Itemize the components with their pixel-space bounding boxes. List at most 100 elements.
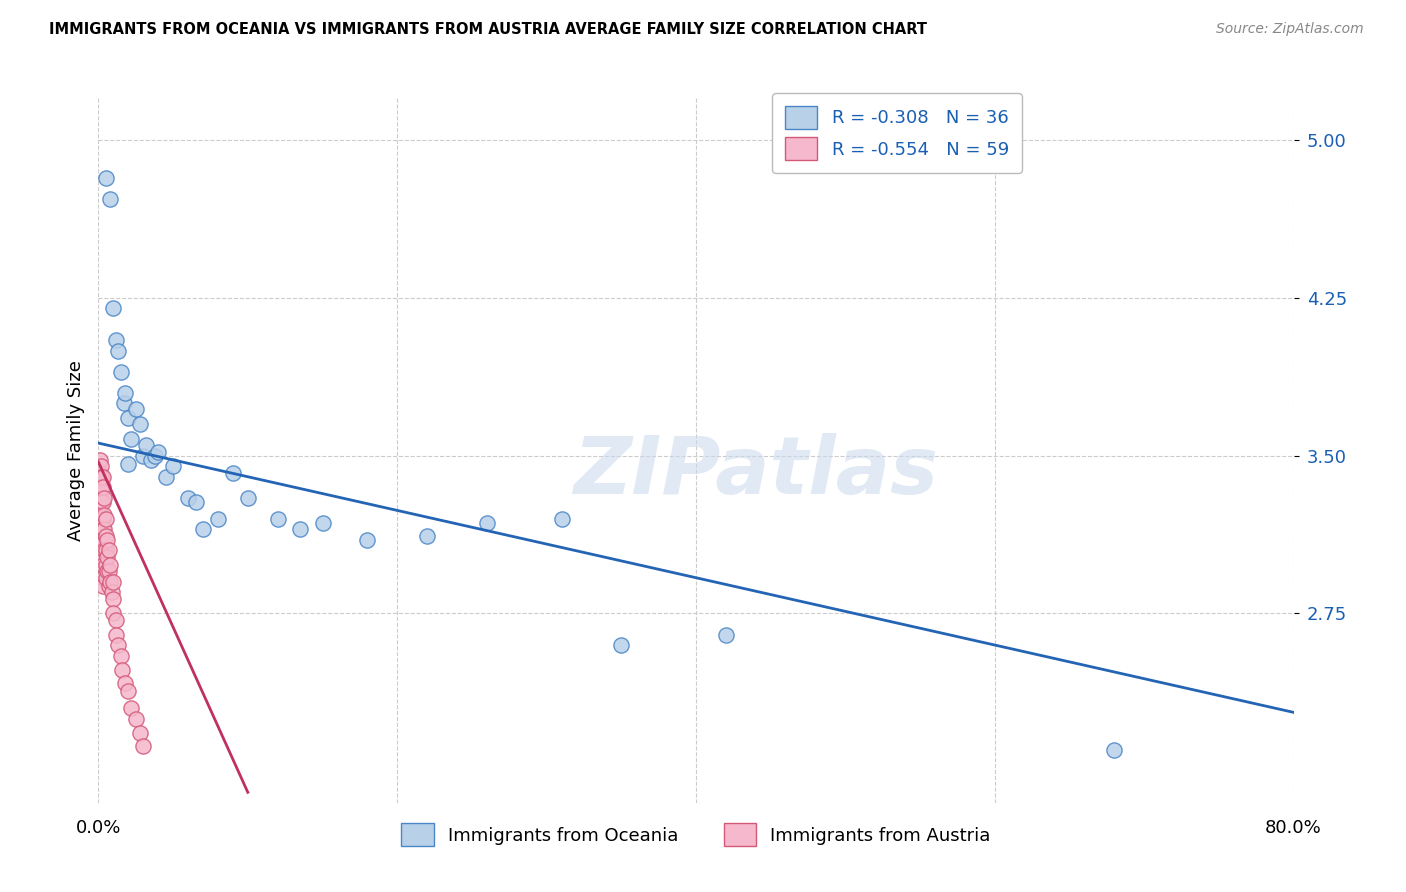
Point: [89, 466, 111, 480]
Point: [111, 663, 134, 677]
Point: [90, 537, 112, 551]
Point: [93, 543, 115, 558]
Point: [91, 537, 114, 551]
Point: [89, 486, 111, 500]
Point: [91, 480, 114, 494]
Point: [143, 449, 166, 463]
Point: [97, 579, 120, 593]
Point: [91, 495, 114, 509]
Point: [105, 613, 128, 627]
Point: [96, 565, 118, 579]
Point: [89, 522, 111, 536]
Point: [98, 558, 122, 573]
Point: [91, 549, 114, 564]
Point: [550, 512, 572, 526]
Point: [103, 574, 125, 589]
Point: [90, 495, 112, 509]
Point: [311, 516, 333, 530]
Text: Source: ZipAtlas.com: Source: ZipAtlas.com: [1216, 22, 1364, 37]
Point: [107, 343, 129, 358]
Point: [267, 512, 290, 526]
Point: [94, 571, 117, 585]
Point: [90, 549, 112, 564]
Point: [105, 333, 128, 347]
Point: [90, 529, 112, 543]
Point: [93, 522, 115, 536]
Point: [222, 466, 245, 480]
Point: [89, 474, 111, 488]
Point: [125, 402, 148, 417]
Point: [110, 648, 132, 663]
Point: [105, 627, 128, 641]
Point: [148, 444, 170, 458]
Point: [288, 522, 311, 536]
Point: [1104, 743, 1126, 757]
Point: [89, 533, 111, 547]
Point: [107, 638, 129, 652]
Point: [184, 495, 207, 509]
Point: [98, 192, 122, 206]
Point: [89, 495, 111, 509]
Point: [96, 549, 118, 564]
Point: [89, 453, 111, 467]
Point: [91, 558, 114, 573]
Point: [125, 712, 148, 726]
Point: [101, 585, 124, 599]
Point: [155, 469, 177, 483]
Point: [91, 571, 114, 585]
Point: [416, 529, 439, 543]
Point: [94, 512, 117, 526]
Point: [610, 638, 633, 652]
Point: [120, 432, 142, 446]
Point: [162, 459, 184, 474]
Point: [97, 543, 120, 558]
Point: [117, 457, 139, 471]
Point: [96, 533, 118, 547]
Point: [135, 438, 157, 452]
Point: [207, 512, 229, 526]
Point: [177, 491, 200, 505]
Point: [90, 480, 112, 494]
Point: [129, 726, 152, 740]
Point: [132, 449, 155, 463]
Point: [191, 522, 214, 536]
Point: [94, 529, 117, 543]
Point: [90, 516, 112, 530]
Point: [90, 469, 112, 483]
Point: [103, 301, 125, 316]
Point: [117, 684, 139, 698]
Point: [94, 558, 117, 573]
Point: [356, 533, 378, 547]
Y-axis label: Average Family Size: Average Family Size: [66, 360, 84, 541]
Point: [91, 512, 114, 526]
Point: [97, 565, 120, 579]
Point: [114, 385, 136, 400]
Point: [714, 627, 737, 641]
Point: [132, 739, 155, 753]
Point: [117, 410, 139, 425]
Point: [103, 607, 125, 621]
Point: [89, 512, 111, 526]
Text: ZIPatlas: ZIPatlas: [574, 433, 938, 510]
Text: IMMIGRANTS FROM OCEANIA VS IMMIGRANTS FROM AUSTRIA AVERAGE FAMILY SIZE CORRELATI: IMMIGRANTS FROM OCEANIA VS IMMIGRANTS FR…: [49, 22, 927, 37]
Point: [91, 522, 114, 536]
Point: [139, 453, 162, 467]
Point: [98, 574, 122, 589]
Point: [129, 417, 152, 432]
Point: [236, 491, 259, 505]
Point: [93, 508, 115, 522]
Point: [90, 459, 112, 474]
Point: [112, 396, 135, 410]
Point: [475, 516, 498, 530]
Point: [103, 591, 125, 606]
Point: [110, 365, 132, 379]
Legend: Immigrants from Oceania, Immigrants from Austria: Immigrants from Oceania, Immigrants from…: [391, 813, 1001, 857]
Point: [91, 579, 114, 593]
Point: [93, 491, 115, 505]
Point: [114, 676, 136, 690]
Point: [91, 469, 114, 483]
Point: [94, 171, 117, 186]
Point: [94, 543, 117, 558]
Point: [90, 508, 112, 522]
Point: [120, 701, 142, 715]
